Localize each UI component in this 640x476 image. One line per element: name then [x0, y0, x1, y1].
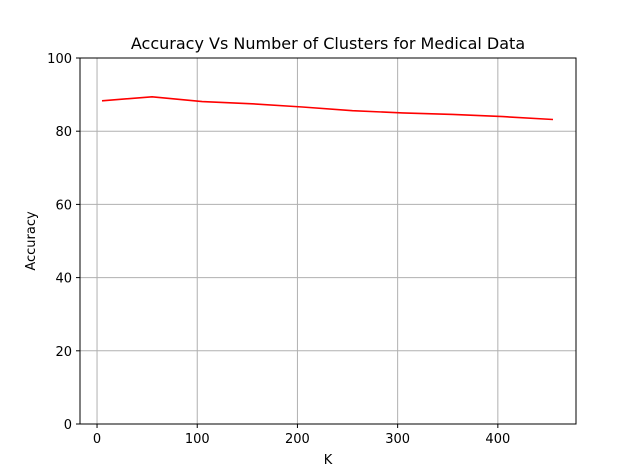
y-tick-label: 0: [64, 418, 72, 433]
grid-layer: [80, 57, 576, 425]
chart-title: Accuracy Vs Number of Clusters for Medic…: [131, 34, 525, 53]
x-tick-label: 0: [93, 432, 101, 447]
y-tick-label: 60: [55, 198, 72, 213]
x-tick-label: 100: [185, 432, 210, 447]
y-tick-label: 20: [55, 345, 72, 360]
y-tick-label: 80: [55, 125, 72, 140]
x-axis-label: K: [324, 453, 333, 468]
y-tick-label: 100: [47, 52, 72, 67]
x-tick-label: 200: [285, 432, 310, 447]
y-axis-label: Accuracy: [24, 211, 39, 271]
plot-frame: [79, 57, 577, 425]
x-tick-label: 300: [385, 432, 410, 447]
series-line: [101, 95, 554, 121]
x-tick-label: 400: [485, 432, 510, 447]
y-tick-label: 40: [55, 272, 72, 287]
series-layer: [101, 95, 554, 121]
tick-layer: 0 100 200 300 400 0 20 40 60 80 100: [47, 52, 510, 447]
